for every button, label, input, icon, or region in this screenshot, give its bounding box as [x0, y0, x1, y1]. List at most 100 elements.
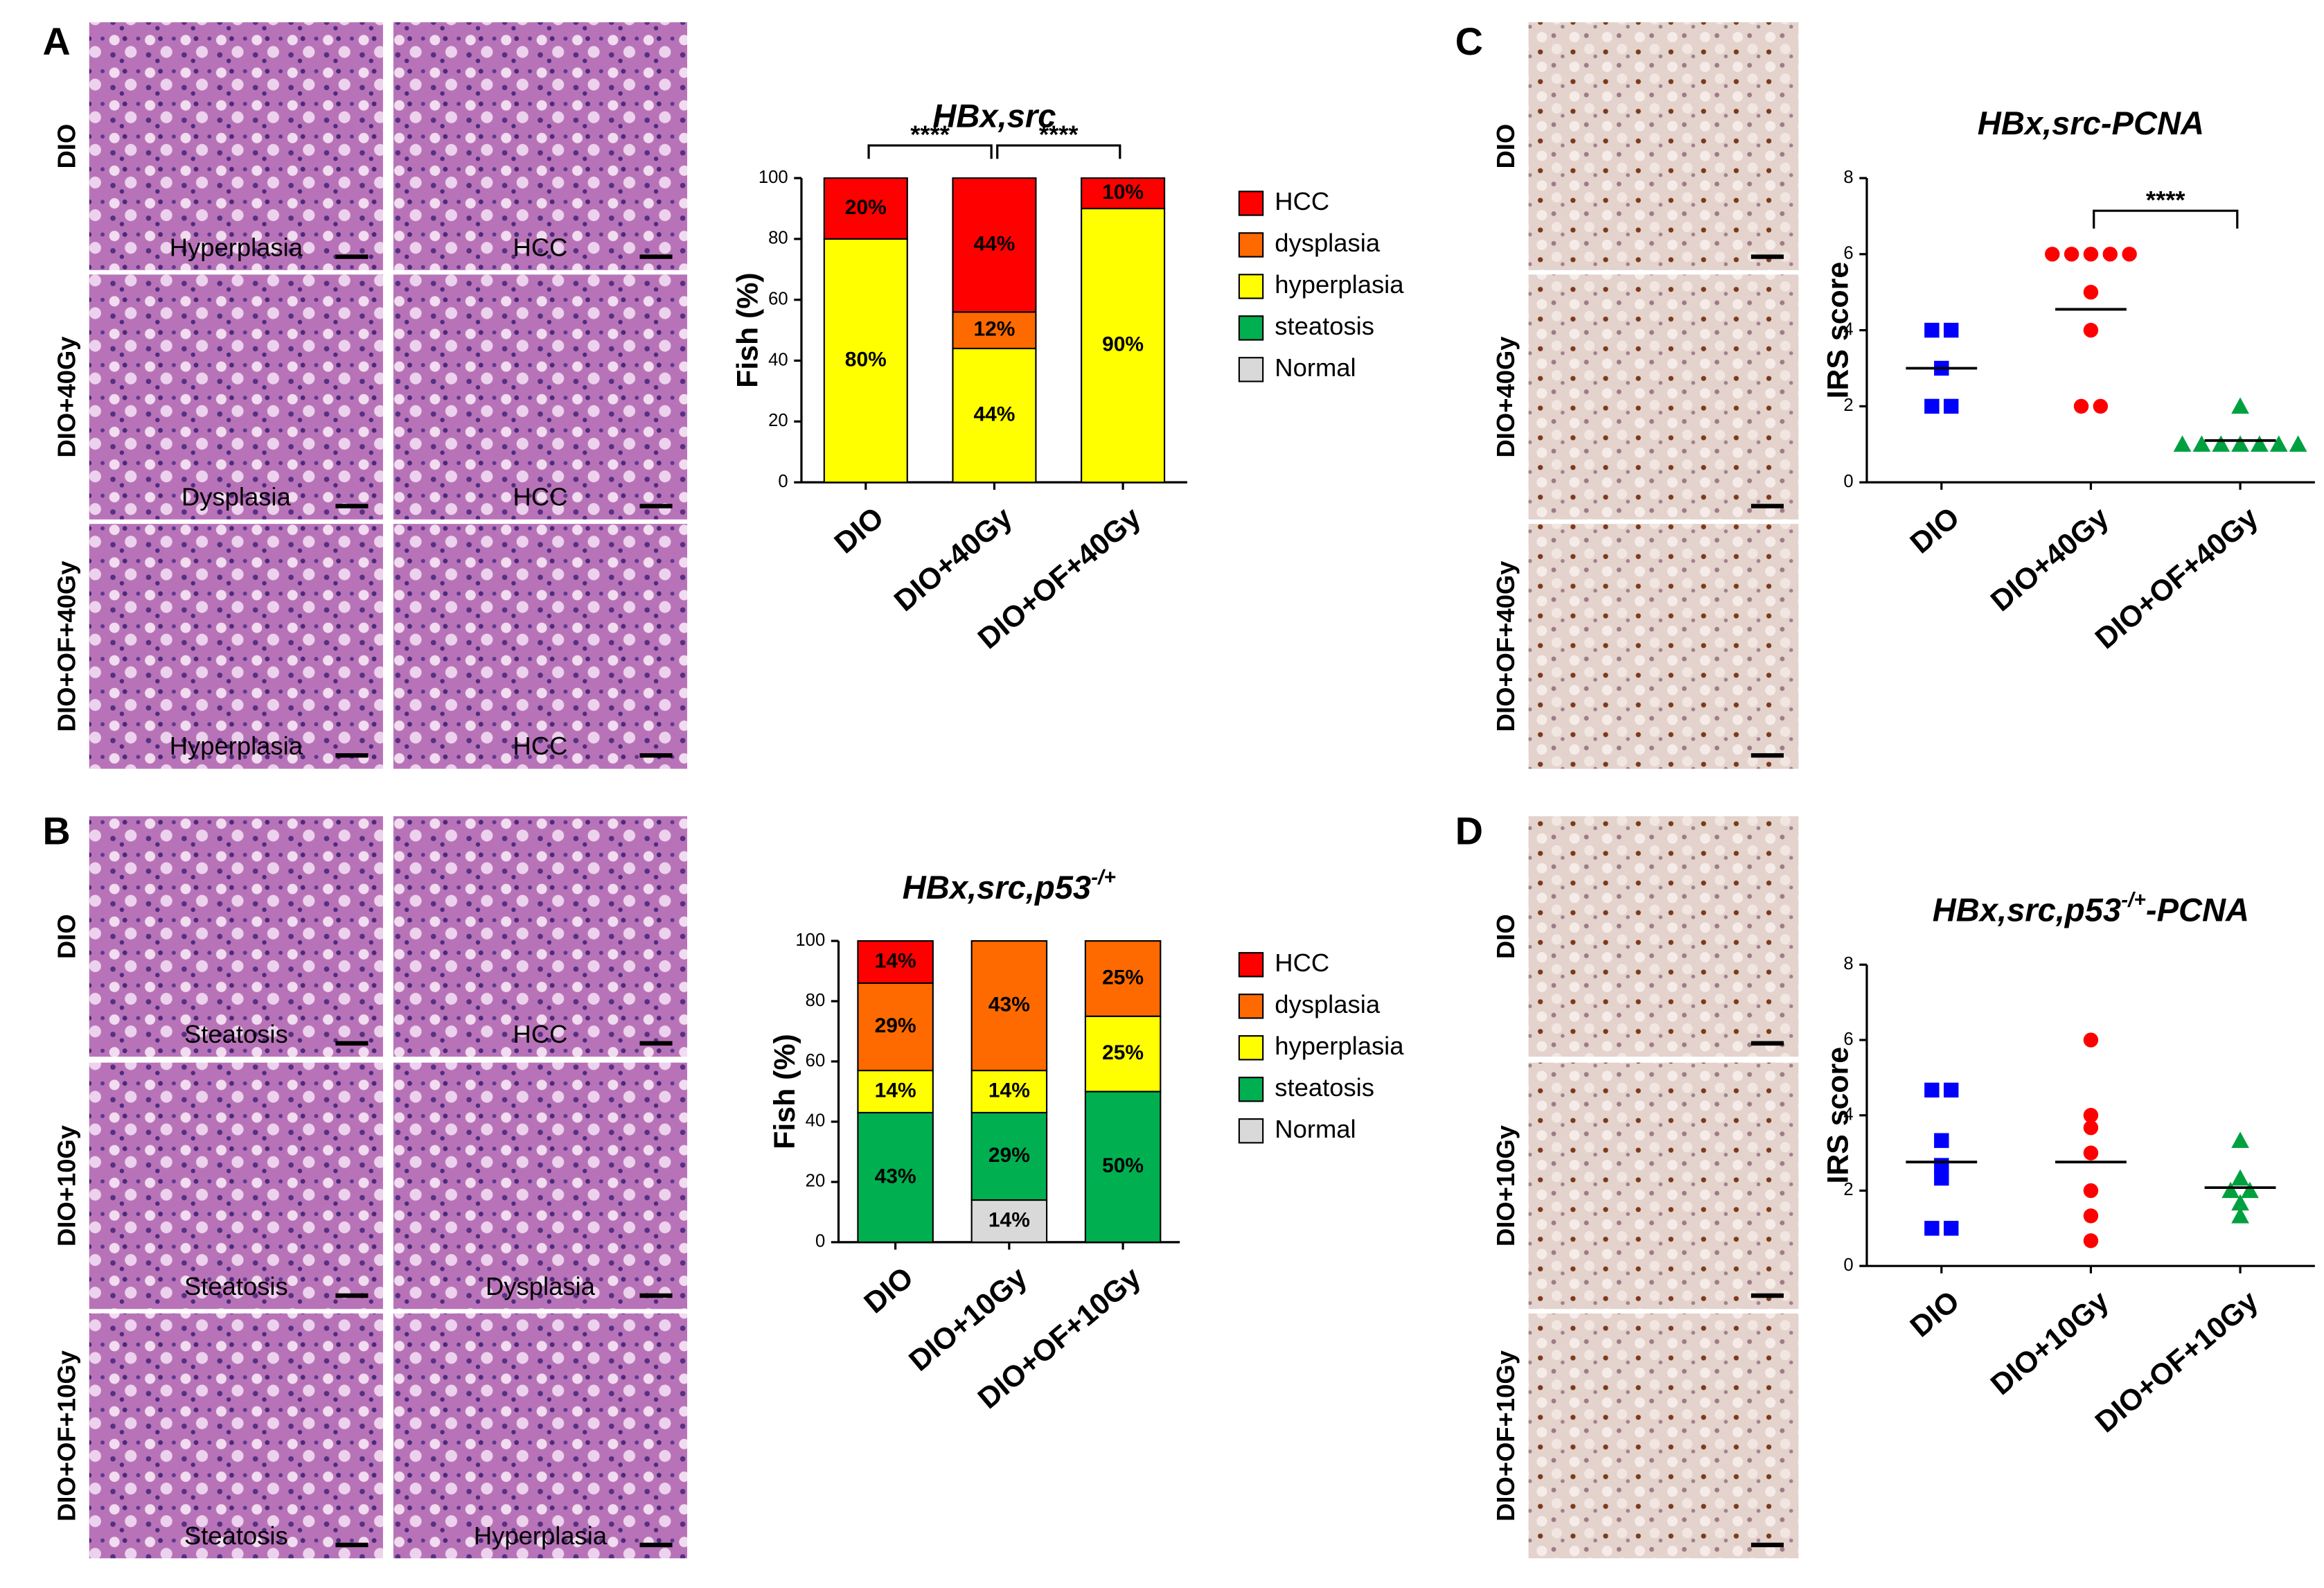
value-label: 43%	[875, 1165, 916, 1188]
legend-swatch	[1238, 274, 1264, 299]
y-tick-label: 6	[1843, 1030, 1853, 1049]
image-caption: HCC	[513, 482, 568, 511]
micrograph	[393, 22, 688, 270]
image-caption: Steatosis	[184, 1020, 288, 1048]
micrograph	[1528, 1313, 1799, 1559]
legend-label: HCC	[1275, 187, 1329, 215]
value-label: 43%	[988, 993, 1030, 1016]
y-axis-label: IRS score	[1822, 1047, 1855, 1184]
value-label: 44%	[973, 233, 1015, 256]
data-point	[2231, 435, 2249, 452]
micrograph	[1528, 1062, 1799, 1309]
data-point	[2083, 1208, 2099, 1224]
y-axis-label: Fish (%)	[731, 272, 764, 388]
bar-segment	[1084, 939, 1162, 1017]
y-axis-label: Fish (%)	[768, 1034, 801, 1149]
image-caption: Dysplasia	[181, 482, 292, 511]
data-point	[2102, 247, 2118, 262]
value-label: 44%	[973, 403, 1015, 425]
chart-title: HBx,src-PCNA	[1978, 105, 2204, 142]
x-tick-label: DIO+OF+40Gy	[2089, 501, 2264, 656]
y-tick-label: 4	[1843, 319, 1853, 339]
chart-title: HBx,src,p53-/+	[903, 867, 1116, 906]
image-caption: Hyperplasia	[170, 732, 303, 760]
bar-segment	[1081, 177, 1166, 210]
bar-segment	[1084, 1091, 1162, 1243]
micrograph	[1528, 524, 1799, 769]
data-point	[2221, 1181, 2239, 1199]
y-tick-label: 0	[815, 1232, 825, 1251]
value-label: 25%	[1102, 1041, 1144, 1064]
y-tick-label: 4	[1843, 1105, 1853, 1124]
y-tick-label: 0	[1843, 472, 1853, 491]
bar-segment	[1084, 1015, 1162, 1093]
row-label: DIO	[1491, 124, 1520, 169]
panel-label: A	[43, 20, 71, 63]
y-tick-label: 0	[778, 472, 788, 491]
bar-segment	[857, 1069, 934, 1113]
bar-segment	[970, 1111, 1048, 1201]
data-point	[2083, 322, 2099, 338]
image-caption: HCC	[513, 1020, 568, 1048]
x-tick-label: DIO+40Gy	[888, 501, 1019, 618]
row-label: DIO+10Gy	[52, 1124, 80, 1246]
image-caption: Steatosis	[184, 1272, 288, 1300]
image-caption: Hyperplasia	[474, 1521, 607, 1550]
panel-label: B	[43, 810, 71, 853]
value-label: 14%	[988, 1208, 1030, 1231]
bar-segment	[823, 238, 908, 484]
data-point	[1924, 1082, 1940, 1098]
data-point	[2231, 1169, 2249, 1186]
data-point	[2045, 247, 2060, 262]
value-label: 14%	[875, 949, 916, 972]
data-point	[2192, 435, 2211, 452]
legend-swatch	[1238, 952, 1264, 978]
value-label: 14%	[988, 1079, 1030, 1102]
micrograph	[393, 1062, 688, 1309]
title-superscript: -/+	[2121, 889, 2146, 912]
micrograph	[393, 274, 688, 520]
image-caption: Dysplasia	[486, 1272, 596, 1300]
data-point	[1924, 322, 1940, 338]
data-point	[1944, 398, 1959, 414]
value-label: 80%	[845, 348, 887, 371]
title-text: HBx,src,p53	[1933, 892, 2121, 928]
legend-label: steatosis	[1275, 1073, 1374, 1102]
data-point	[2231, 1131, 2249, 1148]
data-point	[1934, 1170, 1949, 1186]
y-tick-label: 6	[1843, 244, 1853, 263]
y-tick-label: 2	[1843, 1180, 1853, 1199]
y-tick-label: 2	[1843, 396, 1853, 415]
data-point	[2083, 247, 2099, 262]
chart-title: HBx,src	[932, 98, 1056, 134]
bar-segment	[857, 1111, 934, 1243]
data-point	[2173, 435, 2192, 452]
y-tick-label: 80	[768, 229, 788, 248]
y-tick-label: 20	[806, 1172, 826, 1191]
row-label: DIO+OF+40Gy	[1491, 561, 1520, 732]
row-label: DIO+OF+40Gy	[52, 561, 80, 732]
title-text: -PCNA	[2146, 892, 2249, 928]
data-point	[1934, 1158, 1949, 1173]
significance-label: ****	[1039, 121, 1079, 149]
chart-title: HBx,src,p53-/+-PCNA	[1933, 889, 2249, 928]
bar-segment	[857, 982, 934, 1072]
micrograph	[89, 274, 383, 520]
image-caption: HCC	[513, 233, 568, 261]
row-label: DIO+40Gy	[1491, 336, 1520, 458]
bar-segment	[970, 939, 1048, 1072]
title-text: HBx,src,p53	[903, 870, 1091, 906]
value-label: 90%	[1102, 333, 1144, 355]
micrograph	[89, 22, 383, 270]
data-point	[1944, 322, 1959, 338]
micrograph	[89, 1313, 383, 1559]
panel-label: C	[1455, 20, 1483, 63]
y-tick-label: 100	[795, 930, 825, 950]
legend-label: hyperplasia	[1275, 270, 1404, 299]
legend-label: dysplasia	[1275, 990, 1381, 1018]
legend-label: hyperplasia	[1275, 1032, 1404, 1060]
micrograph	[393, 1313, 688, 1559]
legend-swatch	[1238, 232, 1264, 258]
bar-segment	[952, 177, 1037, 313]
